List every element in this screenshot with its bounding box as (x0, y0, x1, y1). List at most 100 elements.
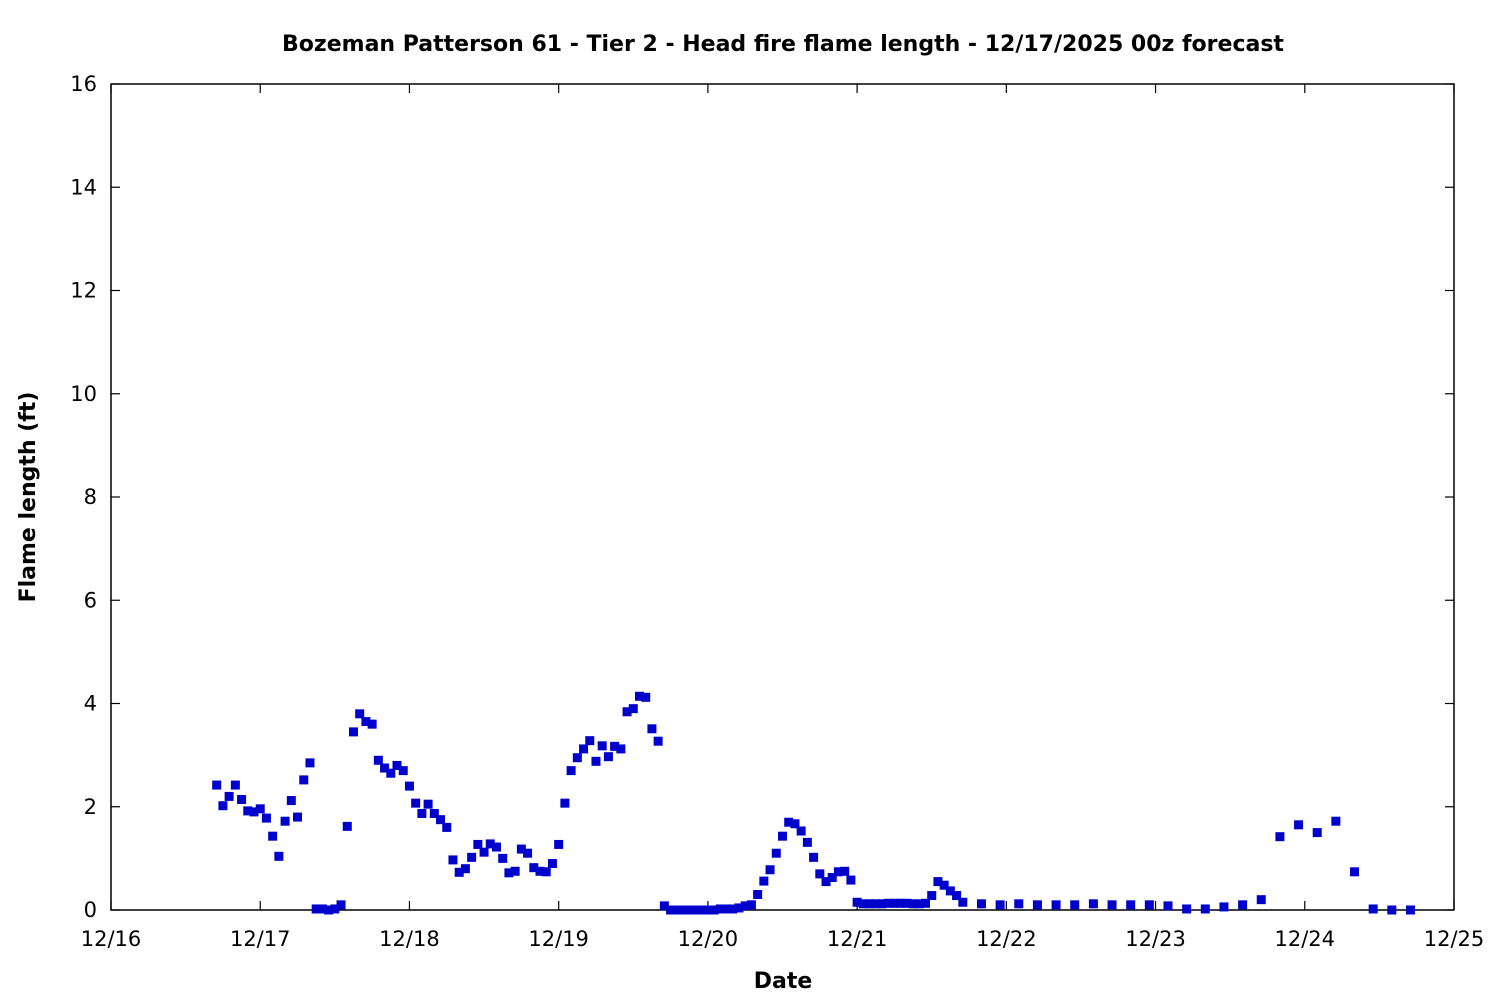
data-point (759, 876, 769, 886)
data-point (1350, 867, 1360, 877)
x-tick-label: 12/21 (827, 927, 888, 951)
data-point (541, 867, 551, 877)
data-point (1200, 904, 1210, 914)
data-point (634, 691, 644, 701)
data-point (827, 872, 837, 882)
data-point (504, 868, 514, 878)
y-tick-label: 6 (84, 588, 97, 612)
data-point (1238, 900, 1248, 910)
data-point (535, 866, 545, 876)
data-point (585, 736, 595, 746)
data-point (722, 904, 732, 914)
data-point (491, 842, 501, 852)
data-point (237, 795, 247, 805)
data-point (622, 707, 632, 717)
data-point (603, 752, 613, 762)
y-tick-label: 16 (70, 72, 97, 96)
data-point (1405, 905, 1415, 915)
y-tick-label: 4 (84, 692, 97, 716)
data-point (697, 905, 707, 915)
data-point (1088, 899, 1098, 909)
y-tick-label: 10 (70, 382, 97, 406)
data-point (411, 798, 421, 808)
x-tick-label: 12/24 (1275, 927, 1336, 951)
x-axis-label: Date (754, 969, 813, 994)
data-point (355, 709, 365, 719)
data-point (261, 813, 271, 823)
data-point (914, 899, 924, 909)
data-point (1312, 828, 1322, 838)
y-tick-label: 12 (70, 279, 97, 303)
data-point (1032, 900, 1042, 910)
data-point (921, 898, 931, 908)
data-point (448, 855, 458, 865)
data-points (212, 691, 1415, 915)
data-point (280, 816, 290, 826)
data-point (852, 897, 862, 907)
data-point (274, 851, 284, 861)
data-point (554, 839, 564, 849)
data-point (709, 905, 719, 915)
data-point (1294, 820, 1304, 830)
data-point (330, 904, 340, 914)
data-point (1070, 900, 1080, 910)
x-tick-label: 12/17 (230, 927, 291, 951)
x-tick-label: 12/23 (1125, 927, 1186, 951)
data-point (230, 780, 240, 790)
x-tick-label: 12/18 (379, 927, 440, 951)
data-point (516, 844, 526, 854)
data-point (684, 905, 694, 915)
data-point (249, 807, 259, 817)
data-point (653, 736, 663, 746)
data-point (672, 905, 682, 915)
data-point (865, 899, 875, 909)
data-point (417, 808, 427, 818)
data-point (952, 891, 962, 901)
data-point (908, 899, 918, 909)
data-point (945, 886, 955, 896)
data-point (572, 753, 582, 763)
data-point (1219, 902, 1229, 912)
data-point (268, 831, 278, 841)
x-tick-label: 12/16 (81, 927, 142, 951)
data-point (1331, 816, 1341, 826)
data-point (821, 877, 831, 887)
data-point (367, 719, 377, 729)
plot-frame (110, 83, 1455, 911)
data-point (1275, 832, 1285, 842)
data-point (728, 904, 738, 914)
data-point (286, 796, 296, 806)
data-point (641, 692, 651, 702)
data-point (1163, 901, 1173, 911)
y-tick-label: 2 (84, 795, 97, 819)
data-point (1051, 900, 1061, 910)
data-point (429, 808, 439, 818)
data-point (678, 905, 688, 915)
data-point (392, 760, 402, 770)
data-point (224, 791, 234, 801)
data-point (218, 801, 228, 811)
data-point (958, 897, 968, 907)
data-point (939, 880, 949, 890)
data-point (896, 898, 906, 908)
data-point (790, 819, 800, 829)
x-tick-label: 12/22 (976, 927, 1037, 951)
data-point (647, 724, 657, 734)
data-point (715, 904, 725, 914)
data-point (815, 869, 825, 879)
data-point (348, 727, 358, 737)
x-axis: 12/16 12/17 12/18 12/19 12/20 12/21 12/22 12/23… (81, 84, 1485, 951)
data-point (336, 900, 346, 910)
data-point (299, 775, 309, 785)
y-axis-label: Flame length (ft) (16, 392, 41, 603)
data-point (778, 831, 787, 841)
x-tick-label: 12/25 (1424, 927, 1485, 951)
x-tick-label: 12/19 (528, 927, 589, 951)
data-point (460, 864, 470, 874)
data-point (342, 821, 352, 831)
data-point (467, 852, 477, 862)
data-point (616, 744, 626, 754)
data-point (398, 766, 408, 776)
data-point (1182, 904, 1192, 914)
data-point (784, 817, 794, 827)
